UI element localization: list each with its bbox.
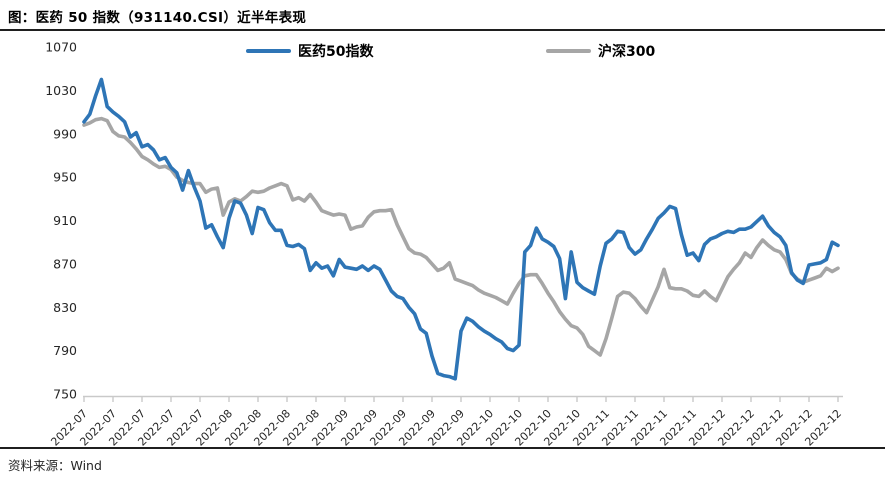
legend-item-csi300: 沪深300 bbox=[546, 41, 655, 61]
y-tick-label: 990 bbox=[53, 126, 77, 141]
y-tick-label: 1030 bbox=[45, 83, 77, 98]
y-tick-label: 1070 bbox=[45, 40, 77, 55]
source-note: 资料来源：Wind bbox=[8, 458, 102, 473]
legend-item-pharma50: 医药50指数 bbox=[246, 41, 373, 61]
y-tick-label: 830 bbox=[53, 300, 77, 315]
y-tick-label: 910 bbox=[53, 213, 77, 228]
y-tick-label: 870 bbox=[53, 256, 77, 271]
legend-swatch-csi300 bbox=[546, 48, 591, 54]
y-tick-label: 950 bbox=[53, 170, 77, 185]
page-title: 图：医药 50 指数（931140.CSI）近半年表现 bbox=[8, 10, 307, 26]
y-tick-label: 790 bbox=[53, 343, 77, 358]
title-divider bbox=[0, 29, 885, 31]
legend-label-pharma50: 医药50指数 bbox=[298, 44, 374, 60]
footer-divider bbox=[0, 447, 885, 449]
y-tick-label: 750 bbox=[53, 387, 77, 402]
legend-label-csi300: 沪深300 bbox=[598, 44, 656, 60]
legend-swatch-pharma50 bbox=[246, 48, 291, 54]
series-line-pharma50 bbox=[82, 77, 840, 381]
series-line-csi300 bbox=[82, 116, 840, 357]
